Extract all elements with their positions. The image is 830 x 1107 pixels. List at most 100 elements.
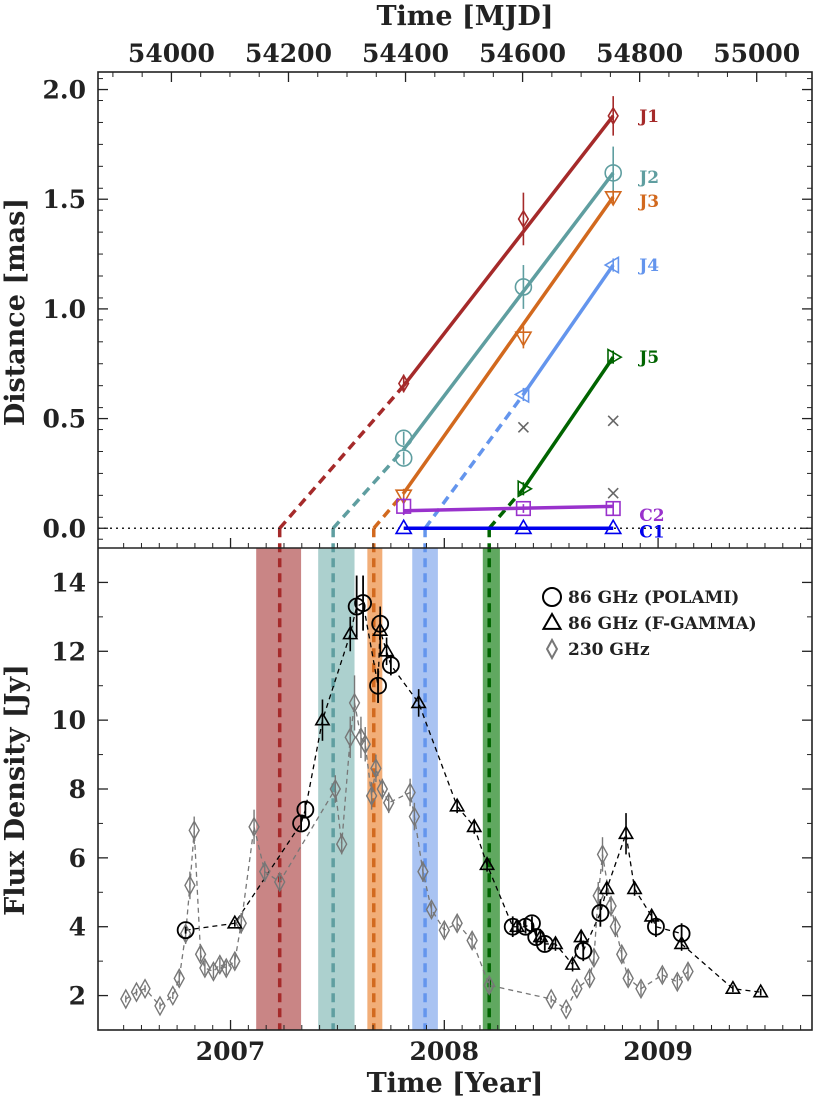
point-86-ghz-f-gamma [372, 622, 389, 636]
point-j1 [397, 373, 410, 394]
point-86-ghz-polami [535, 935, 554, 953]
point-230-ghz [335, 833, 348, 855]
bottom-y-tick-label: 6 [69, 844, 86, 873]
point-c2 [605, 500, 621, 517]
point-230-ghz [365, 785, 378, 807]
top-y-tick-label: 2.0 [43, 76, 87, 105]
fit-line-j2 [402, 171, 615, 451]
component-label-j5: J5 [637, 348, 659, 368]
point-230-ghz [404, 781, 416, 803]
point-j1 [607, 106, 619, 126]
point-86-ghz-f-gamma [449, 797, 466, 812]
unassigned-point [607, 415, 619, 427]
point-230-ghz [154, 995, 166, 1017]
point-c1 [604, 518, 623, 535]
point-230-ghz [622, 967, 634, 989]
top-y-tick-label: 0.0 [43, 514, 87, 543]
point-230-ghz [344, 726, 357, 748]
point-230-ghz [466, 930, 478, 951]
point-230-ghz [120, 988, 132, 1010]
cross-stroke [607, 415, 619, 427]
year-tick-label: 2008 [410, 1037, 480, 1066]
point-j4 [513, 385, 530, 404]
point-230-ghz [545, 988, 557, 1010]
extrapolation-line-j4 [423, 393, 525, 530]
bottom-y-tick-label: 4 [69, 913, 86, 942]
point-86-ghz-polami [503, 917, 522, 936]
year-tick-label: 2007 [196, 1037, 266, 1066]
point-86-ghz-f-gamma [410, 694, 427, 709]
point-230-ghz [571, 978, 583, 1000]
point-86-ghz-f-gamma [673, 935, 690, 950]
point-86-ghz-polami [369, 676, 387, 695]
connector-230-ghz [125, 702, 689, 1011]
point-230-ghz [376, 778, 389, 800]
point-230-ghz [199, 957, 211, 979]
legend-entry-label: 86 GHz (POLAMI) [568, 588, 739, 608]
point-86-ghz-polami [574, 941, 593, 960]
point-230-ghz [348, 692, 361, 714]
point-230-ghz [671, 971, 684, 993]
bottom-y-tick-label: 8 [69, 775, 86, 804]
legend-marker-1 [541, 611, 563, 630]
point-230-ghz [370, 757, 382, 779]
point-j3 [394, 489, 413, 505]
point-c1 [394, 518, 413, 535]
point-230-ghz [609, 916, 622, 938]
point-j5 [517, 479, 534, 498]
point-230-ghz [359, 733, 371, 755]
point-230-ghz [229, 950, 241, 972]
bottom-x-axis-title: Time [Year] [367, 1068, 544, 1099]
point-j2 [394, 429, 413, 448]
point-230-ghz [273, 871, 286, 893]
point-230-ghz [438, 919, 451, 941]
point-230-ghz [615, 943, 628, 965]
point-j2 [514, 278, 533, 296]
legend-marker-2 [545, 637, 559, 661]
point-86-ghz-f-gamma [564, 955, 581, 970]
point-86-ghz-f-gamma [573, 928, 590, 943]
point-86-ghz-polami [296, 800, 315, 819]
point-230-ghz [184, 874, 196, 896]
point-230-ghz [425, 899, 438, 920]
bottom-y-tick-label: 14 [51, 568, 86, 597]
extrapolation-line-j2 [331, 448, 405, 530]
top-y-tick-label: 1.0 [43, 295, 87, 324]
point-j2 [604, 164, 622, 182]
legend-entry-label: 230 GHz [568, 640, 650, 660]
point-86-ghz-polami [381, 656, 400, 674]
component-label-j2: J2 [637, 168, 659, 188]
point-j4 [603, 256, 620, 275]
ejection-band-j2 [318, 548, 355, 1030]
point-230-ghz [605, 895, 617, 917]
point-c1 [514, 518, 533, 535]
point-j3 [604, 191, 623, 207]
component-label-j1: J1 [637, 107, 659, 127]
point-230-ghz [258, 861, 271, 883]
mjd-tick-label: 54000 [128, 39, 215, 68]
point-230-ghz [583, 967, 596, 989]
point-86-ghz-f-gamma [617, 825, 635, 840]
point-230-ghz [167, 985, 179, 1007]
point-j1 [517, 209, 530, 229]
bottom-panel-data-layer [120, 575, 769, 1020]
point-230-ghz [194, 943, 207, 965]
point-j2 [394, 449, 413, 467]
fit-line-j5 [521, 356, 615, 490]
extrapolation-line-j5 [487, 487, 525, 530]
ejection-extrapolation-layer [277, 528, 491, 1030]
point-230-ghz [682, 961, 694, 982]
point-86-ghz-f-gamma [479, 856, 496, 871]
component-label-c2: C2 [639, 506, 664, 526]
point-230-ghz [220, 957, 233, 979]
top-panel-data-layer [98, 96, 812, 535]
mjd-tick-label: 54400 [362, 39, 449, 68]
point-86-ghz-f-gamma [724, 980, 741, 995]
point-86-ghz-f-gamma [342, 625, 359, 640]
point-86-ghz-f-gamma [314, 711, 331, 726]
year-tick-label: 2009 [623, 1037, 693, 1066]
point-230-ghz [382, 792, 395, 814]
mjd-tick-label: 54800 [596, 39, 683, 68]
